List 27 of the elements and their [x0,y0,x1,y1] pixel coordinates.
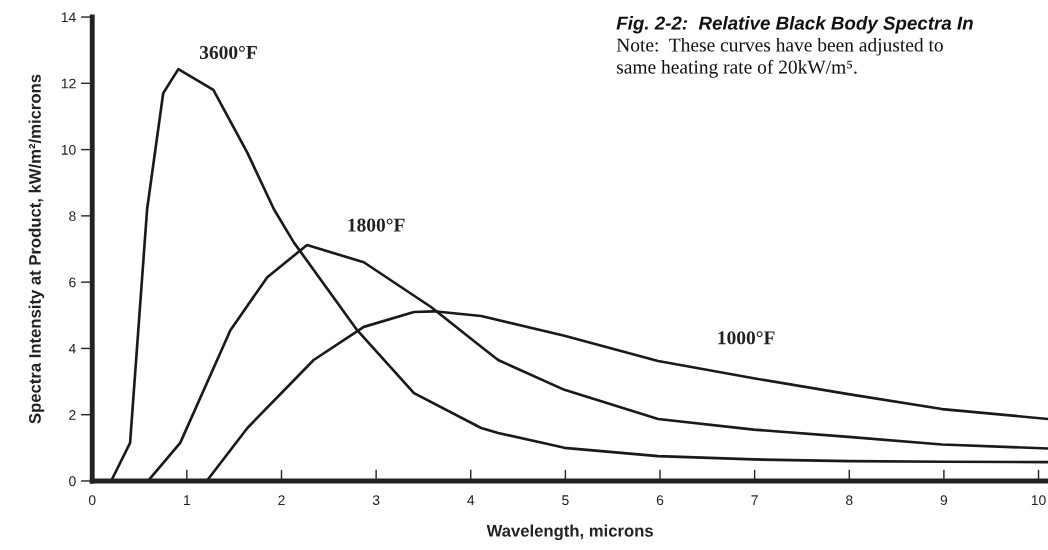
y-tick-label: 6 [69,277,76,288]
x-tick-label: 5 [562,495,569,506]
x-axis-title: Wavelength, microns [486,524,653,541]
x-tick-label: 6 [656,495,664,506]
y-tick-label: 12 [61,78,76,89]
x-tick-label: 4 [467,495,475,505]
series-label: 1000°F [718,331,775,345]
series-label: 3600°F [199,45,257,60]
y-tick-label: 8 [69,211,76,222]
annotation: same heating rate of 20kW/m⁵. [617,59,857,78]
y-tick-label: 2 [69,410,76,420]
x-tick-label: 1 [184,495,191,505]
y-tick-label: 0 [69,476,76,487]
chart-title: Fig. 2-2: Relative Black Body Spectra In [616,16,973,34]
series-label: 1800°F [348,218,405,232]
x-tick-label: 3 [372,495,380,506]
text: Note: These curves have been adjusted to [616,37,943,56]
y-tick-label: 14 [61,12,76,23]
x-tick-label: 8 [846,495,853,506]
x-tick-label: 9 [940,495,948,506]
x-tick-label: 2 [278,495,285,505]
x-tick-label: 0 [88,495,96,506]
y-axis-title: Spectra Intensity at Product, kW/m²/microns [28,74,45,424]
y-tick-label: 10 [61,144,76,155]
y-tick-label: 4 [68,343,76,354]
x-tick-label: 7 [751,495,758,505]
x-tick-label: 10 [1031,495,1046,506]
